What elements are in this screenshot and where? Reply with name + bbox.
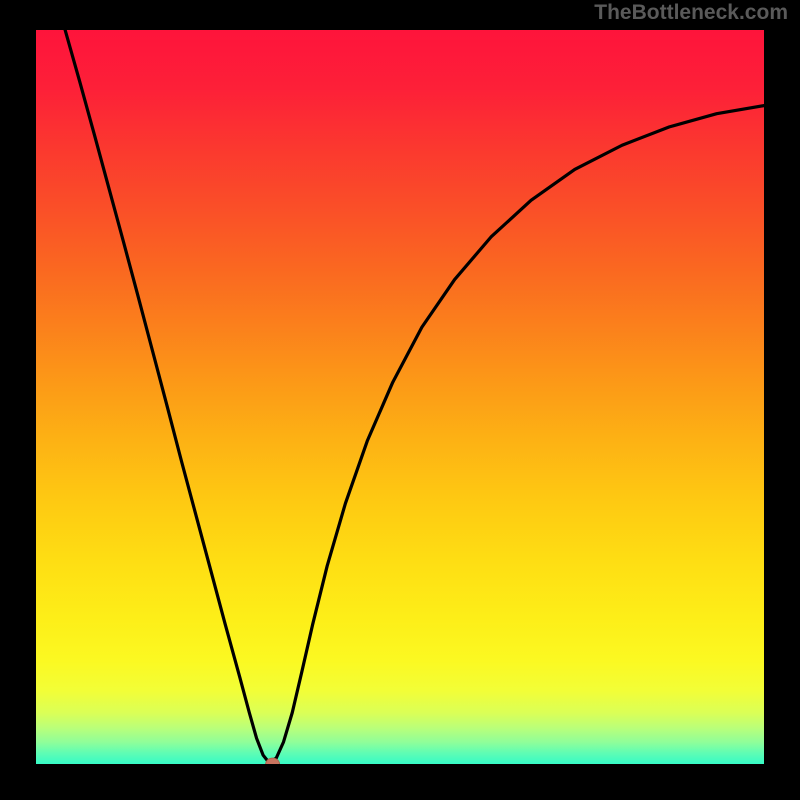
watermark-text: TheBottleneck.com: [594, 1, 788, 25]
plot-area: [36, 30, 764, 764]
gradient-background: [36, 30, 764, 764]
chart-container: TheBottleneck.com: [0, 0, 800, 800]
chart-svg: [36, 30, 764, 764]
